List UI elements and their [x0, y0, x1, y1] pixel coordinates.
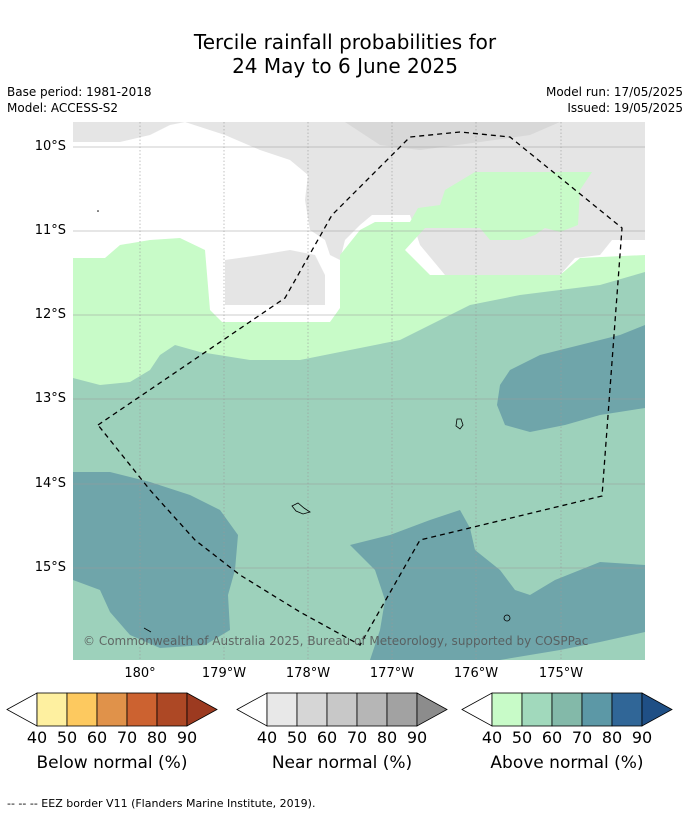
island-east	[455, 418, 464, 430]
eez-border	[97, 131, 623, 646]
colorbar-segment	[581, 692, 613, 727]
colorbar-title: Below normal (%)	[36, 753, 188, 773]
near-normal-region-darker	[345, 122, 560, 150]
above-70-region-east	[497, 325, 645, 432]
colorbar-extend-high	[416, 692, 448, 727]
colorbar-segment	[96, 692, 128, 727]
colorbar-segment	[356, 692, 388, 727]
colorbar-extend-low	[236, 692, 268, 727]
lat-label-10s: 10°S	[34, 139, 66, 154]
lat-label-14s: 14°S	[34, 476, 66, 491]
island-center	[291, 502, 311, 515]
colorbar-above-normal	[461, 692, 673, 727]
colorbar-segment	[66, 692, 98, 727]
colorbar-segment	[126, 692, 158, 727]
issued-date: Issued: 19/05/2025	[567, 101, 683, 115]
island-southwest	[143, 627, 152, 633]
colorbar-segment	[551, 692, 583, 727]
above-70-region-south	[350, 510, 645, 660]
near-normal-region-center	[225, 250, 325, 305]
lat-label-15s: 15°S	[34, 560, 66, 575]
colorbar-extend-high	[186, 692, 218, 727]
colorbar-title: Above normal (%)	[490, 753, 644, 773]
colorbar-segment	[156, 692, 188, 727]
colorbar-below-normal	[6, 692, 218, 727]
model-name: Model: ACCESS-S2	[7, 101, 119, 115]
meta-right: Model run: 17/05/2025 Issued: 19/05/2025	[546, 84, 683, 116]
lon-label-178w: 178°W	[285, 666, 331, 681]
colorbar-segment	[491, 692, 523, 727]
colorbar-extend-high	[641, 692, 673, 727]
lon-label-175w: 175°W	[538, 666, 584, 681]
colorbar-title: Near normal (%)	[271, 753, 413, 773]
above-70-region-west	[73, 472, 238, 648]
colorbar-extend-low	[461, 692, 493, 727]
lat-label-11s: 11°S	[34, 223, 66, 238]
colorbar-segment	[521, 692, 553, 727]
colorbar-segment	[36, 692, 68, 727]
eez-footnote: -- -- -- EEZ border V11 (Flanders Marine…	[7, 797, 316, 810]
colorbar-segment	[266, 692, 298, 727]
colorbar-segment	[386, 692, 418, 727]
grid-lines	[73, 122, 645, 660]
title-line-2: 24 May to 6 June 2025	[232, 54, 458, 78]
colorbar-extend-low	[6, 692, 38, 727]
island-southeast	[503, 614, 511, 622]
colorbar-segment	[296, 692, 328, 727]
lon-label-177w: 177°W	[369, 666, 415, 681]
title-line-1: Tercile rainfall probabilities for	[193, 30, 497, 54]
base-period: Base period: 1981-2018	[7, 85, 152, 99]
lat-label-12s: 12°S	[34, 307, 66, 322]
colorbar-near-normal	[236, 692, 448, 727]
colorbar-segment	[326, 692, 358, 727]
copyright-notice: © Commonwealth of Australia 2025, Bureau…	[83, 634, 589, 648]
lon-label-180: 180°	[124, 666, 156, 681]
meta-left: Base period: 1981-2018 Model: ACCESS-S2	[7, 84, 152, 116]
lat-label-13s: 13°S	[34, 391, 66, 406]
islet-northwest	[97, 210, 99, 212]
lon-label-176w: 176°W	[453, 666, 499, 681]
lon-label-179w: 179°W	[201, 666, 247, 681]
model-run: Model run: 17/05/2025	[545, 85, 683, 99]
chart-title: Tercile rainfall probabilities for 24 Ma…	[0, 30, 690, 78]
colorbar-segment	[611, 692, 643, 727]
